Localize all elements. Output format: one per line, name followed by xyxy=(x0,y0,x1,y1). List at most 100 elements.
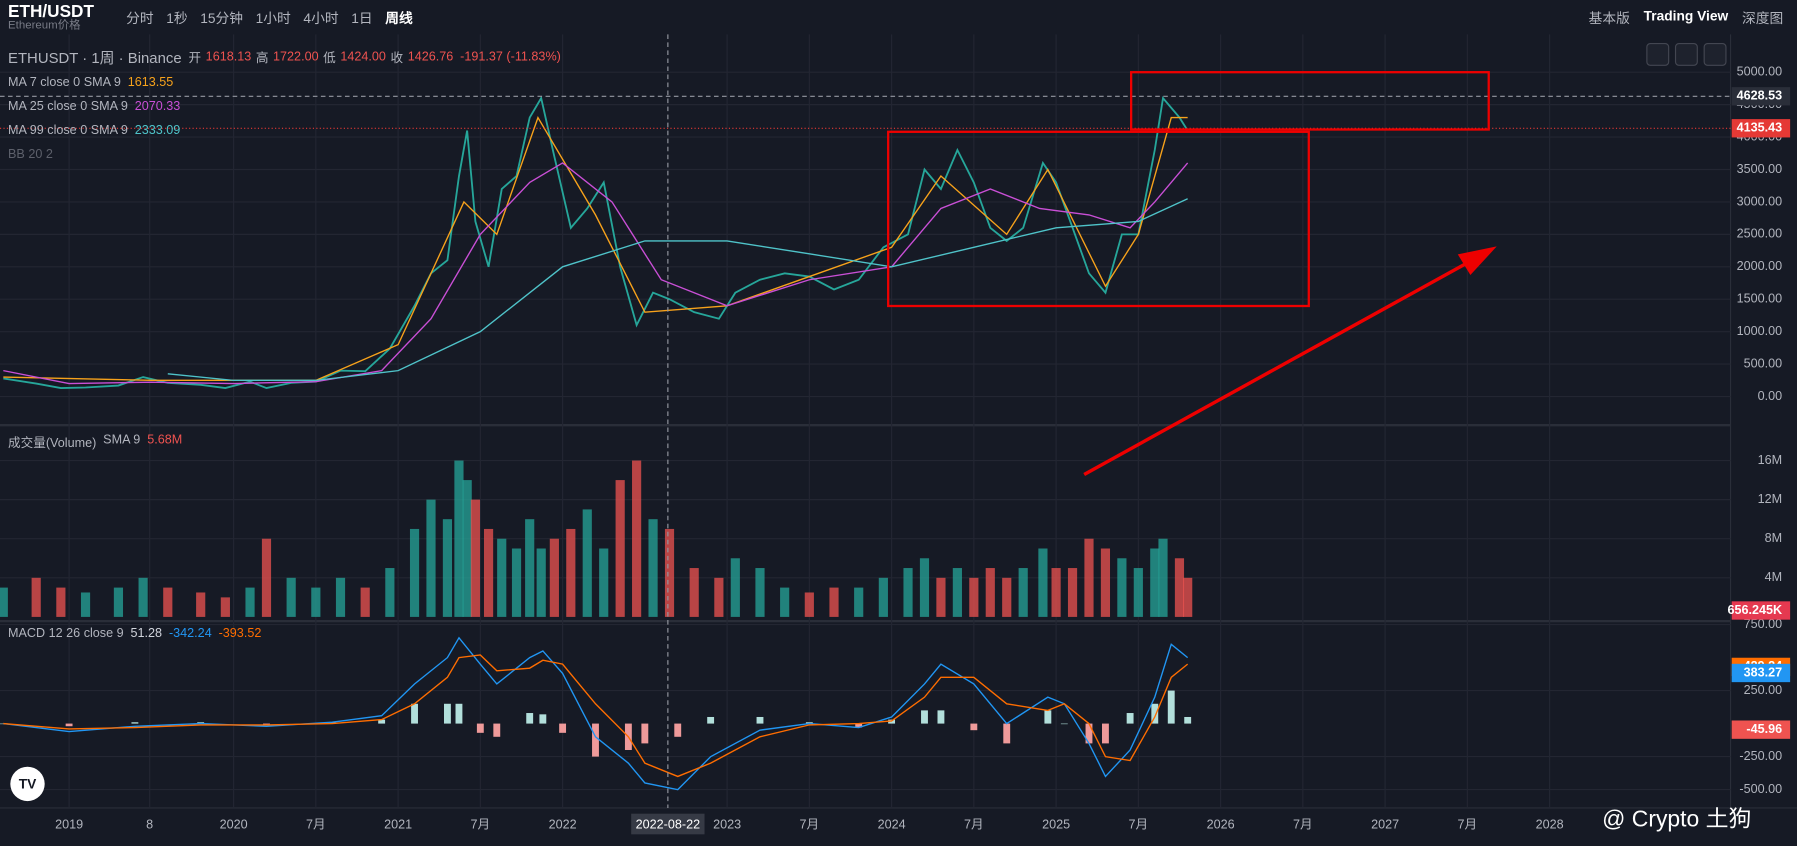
price-tag-label: -45.96 xyxy=(1746,722,1782,736)
volume-bar xyxy=(511,548,522,617)
interval[interactable]: 15分钟 xyxy=(200,9,244,26)
hidden-indicator: BB 20 2 xyxy=(8,143,180,167)
volume-bar xyxy=(426,499,436,617)
y-tick-label: 2500.00 xyxy=(1737,227,1783,241)
y-tick-label: 750.00 xyxy=(1744,617,1783,631)
histogram-bar xyxy=(970,723,978,731)
y-tick-label: 4M xyxy=(1765,570,1783,584)
histogram-bar xyxy=(855,723,863,728)
logo xyxy=(10,766,45,802)
line xyxy=(3,654,1189,778)
ohlc-value: 1424.00 xyxy=(340,49,386,64)
volume-bar xyxy=(804,592,814,617)
histogram-bar xyxy=(65,723,73,727)
price-tag-label: 656.245K xyxy=(1727,603,1782,617)
annotation-arrow xyxy=(1083,255,1480,476)
volume-bar xyxy=(1018,568,1028,617)
volume-bar xyxy=(483,528,494,617)
x-tick-label: 2019 xyxy=(55,817,83,831)
volume-bar xyxy=(454,460,464,617)
volume-bar xyxy=(829,587,839,617)
ma-name: MA 7 close 0 SMA 9 xyxy=(8,75,121,90)
price-tag xyxy=(1731,663,1791,683)
volume-bar xyxy=(1051,568,1061,617)
marks xyxy=(0,95,1731,791)
y-tick-label: -500.00 xyxy=(1739,782,1782,796)
histogram-bar xyxy=(1101,723,1109,744)
symbol[interactable]: ETH/USDT xyxy=(8,1,94,22)
interval[interactable]: 4小时 xyxy=(303,9,339,26)
volume-bar xyxy=(952,568,962,617)
interval[interactable]: 分时 xyxy=(126,9,154,26)
macd-value: -393.52 xyxy=(218,626,262,641)
ohlc-label: 开 xyxy=(188,50,202,65)
x-tick-label: 2024 xyxy=(878,817,906,831)
histogram-bar xyxy=(937,710,945,724)
tab[interactable]: 深度图 xyxy=(1741,9,1784,26)
volume-bar xyxy=(1117,558,1127,617)
interval[interactable]: 周线 xyxy=(385,9,413,26)
y-tick-label: 250.00 xyxy=(1744,683,1783,697)
volume-bar xyxy=(985,568,995,617)
volume-bar xyxy=(138,577,148,617)
volume-bar xyxy=(385,568,395,617)
histogram-bar xyxy=(493,723,501,737)
ma-legend: MA 25 close 0 SMA 9 2070.33 xyxy=(8,95,180,119)
histogram-bar xyxy=(921,710,928,724)
grid xyxy=(0,34,1731,808)
x-tick-label: 2022 xyxy=(549,817,577,831)
volume-bar xyxy=(566,528,576,617)
price-tag-label: 4628.53 xyxy=(1737,89,1783,103)
y-tick-label: 500.00 xyxy=(1744,356,1783,370)
volume-bar xyxy=(780,587,790,617)
button[interactable] xyxy=(1646,42,1670,66)
histogram-bar xyxy=(526,713,534,724)
x-tick-label: 2025 xyxy=(1042,817,1070,831)
histogram-bar xyxy=(1060,723,1068,725)
volume-title: 成交量(Volume) xyxy=(8,436,97,451)
price-tag-label: 4135.43 xyxy=(1737,121,1783,135)
ma-legend: MA 99 close 0 SMA 9 2333.09 xyxy=(8,119,180,143)
volume-bar xyxy=(261,538,272,617)
volume-bar xyxy=(1150,548,1160,617)
button[interactable] xyxy=(1674,42,1698,66)
macd-legend: MACD 12 26 close 9 51.28 -342.24 -393.52 xyxy=(8,627,261,641)
legend-title: ETHUSDT · 1周 · Binance xyxy=(8,49,182,67)
ohlc-label: 高 xyxy=(255,50,269,65)
histogram-bar xyxy=(1184,716,1192,724)
ma-value: 2333.09 xyxy=(134,123,181,138)
y-tick-label: 0.00 xyxy=(1758,389,1783,403)
volume-bar xyxy=(1067,568,1078,617)
histogram-bar xyxy=(1085,723,1093,744)
histogram-bar xyxy=(674,723,682,737)
volume-bar xyxy=(1174,558,1185,617)
histogram-bar xyxy=(1003,723,1011,744)
histogram-bar xyxy=(592,723,599,757)
volume-bar xyxy=(878,577,888,617)
volume-bar xyxy=(1133,568,1143,617)
ohlc: 开 1618.13 高 1722.00 低 1424.00 收 1426.76 xyxy=(188,46,453,68)
button[interactable] xyxy=(1703,42,1727,66)
right-tabs: 基本版 Trading View 深度图 xyxy=(1589,7,1797,26)
interval[interactable]: 1秒 xyxy=(166,9,188,26)
x-tick-label: 7月 xyxy=(306,817,326,831)
volume-bar xyxy=(582,509,592,617)
histogram-bar xyxy=(1126,713,1134,724)
volume-bar xyxy=(245,587,255,617)
histogram-bar xyxy=(131,722,139,724)
volume-bar xyxy=(919,558,930,617)
y-tick-label: 2000.00 xyxy=(1737,259,1783,273)
y-tick-label: 1000.00 xyxy=(1737,324,1783,338)
interval[interactable]: 1小时 xyxy=(255,9,291,26)
price-tag xyxy=(1731,87,1791,106)
volume-bar xyxy=(1038,548,1048,617)
y-tick-label: 16M xyxy=(1758,453,1783,467)
tab[interactable]: 基本版 xyxy=(1588,9,1630,26)
interval[interactable]: 1日 xyxy=(351,9,373,26)
annotation-box xyxy=(1130,71,1490,131)
tab[interactable]: Trading View xyxy=(1643,7,1729,24)
volume-bar xyxy=(462,480,472,617)
histogram-bar xyxy=(455,703,463,724)
x-tick-label: 7月 xyxy=(1129,817,1149,831)
volume-bar xyxy=(56,587,66,617)
